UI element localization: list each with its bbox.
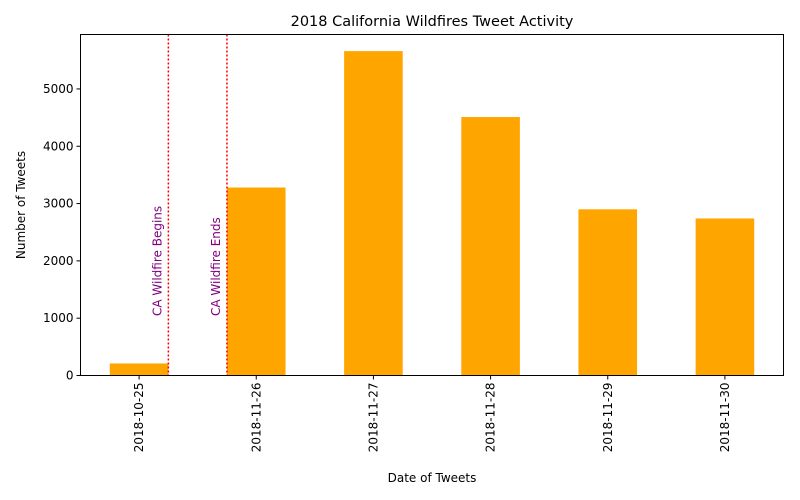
- bar-2018-10-25: [109, 363, 169, 376]
- annotation-label-begins: CA Wildfire Begins: [150, 206, 164, 316]
- y-tick-label: 5000: [43, 82, 74, 96]
- y-axis: 0 1000 2000 3000 4000 5000: [43, 82, 81, 383]
- plot-frame: [80, 34, 784, 376]
- y-axis-label: Number of Tweets: [14, 151, 28, 259]
- bar-2018-11-27: [344, 51, 403, 376]
- x-tick-label: 2018-11-26: [249, 383, 263, 453]
- x-tick-label: 2018-10-25: [132, 383, 146, 453]
- annotation-label-ends: CA Wildfire Ends: [209, 217, 223, 316]
- x-tick-label: 2018-11-30: [718, 383, 732, 453]
- bar-2018-11-29: [578, 209, 638, 376]
- y-tick-label: 0: [66, 369, 74, 383]
- y-tick-label: 3000: [43, 197, 74, 211]
- x-tick-label: 2018-11-29: [601, 383, 615, 453]
- x-axis: 2018-10-25 2018-11-26 2018-11-27 2018-11-28…: [132, 375, 732, 453]
- y-tick-label: 1000: [43, 311, 74, 325]
- x-tick-label: 2018-11-27: [366, 383, 380, 453]
- bar-2018-11-30: [695, 218, 755, 376]
- chart-title: 2018 California Wildfires Tweet Activity: [291, 14, 574, 30]
- y-tick-label: 2000: [43, 254, 74, 268]
- bar-2018-11-28: [461, 117, 520, 376]
- annotations-group: CA Wildfire Begins CA Wildfire Ends: [150, 34, 228, 376]
- x-axis-label: Date of Tweets: [388, 471, 477, 485]
- bar-2018-11-26: [226, 187, 286, 376]
- x-tick-label: 2018-11-28: [484, 383, 498, 453]
- y-tick-label: 4000: [43, 139, 74, 153]
- bars-group: [109, 51, 755, 376]
